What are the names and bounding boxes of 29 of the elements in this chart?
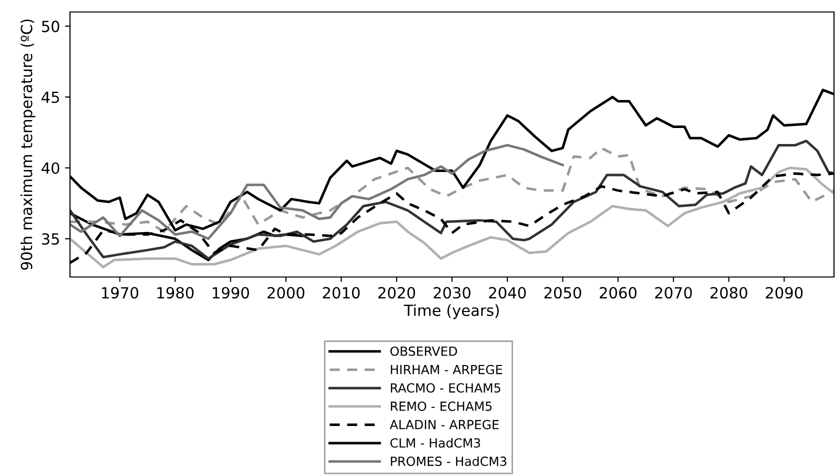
legend-label: RACMO - ECHAM5	[390, 383, 500, 393]
x-tick-label: 2070	[655, 286, 692, 299]
x-tick-label: 1980	[157, 286, 194, 299]
legend-label: ALADIN - ARPEGE	[390, 420, 499, 430]
x-tick-label: 2060	[600, 286, 637, 299]
x-axis-title: Time (years)	[404, 304, 499, 320]
x-tick-label: 2030	[434, 286, 470, 299]
line-series	[70, 146, 834, 233]
x-tick-label: 2050	[544, 286, 582, 299]
legend-label: PROMES - HadCM3	[390, 456, 506, 466]
legend-label: CLM - HadCM3	[390, 438, 480, 448]
x-tick-label: 2090	[766, 286, 803, 299]
y-tick-label: 50	[42, 20, 60, 32]
x-tick-label: 1970	[102, 286, 138, 299]
x-tick-label: 1990	[212, 286, 249, 299]
x-tick-label: 2000	[268, 286, 304, 299]
line-series	[70, 140, 834, 260]
x-tick-label: 2010	[322, 286, 360, 299]
x-tick-label: 2080	[710, 286, 748, 299]
legend-label: HIRHAM - ARPEGE	[390, 364, 502, 374]
x-tick-label: 2040	[489, 286, 526, 299]
legend-label: REMO - ECHAM5	[390, 402, 492, 411]
line-series	[70, 144, 564, 240]
y-tick-label: 45	[42, 92, 59, 104]
legend-label: OBSERVED	[390, 346, 458, 356]
y-tick-label: 40	[42, 162, 60, 174]
y-axis-title: 90th maximum temperature (ºC)	[20, 20, 36, 270]
x-tick-label: 2020	[378, 286, 416, 299]
y-tick-label: 35	[42, 233, 59, 245]
